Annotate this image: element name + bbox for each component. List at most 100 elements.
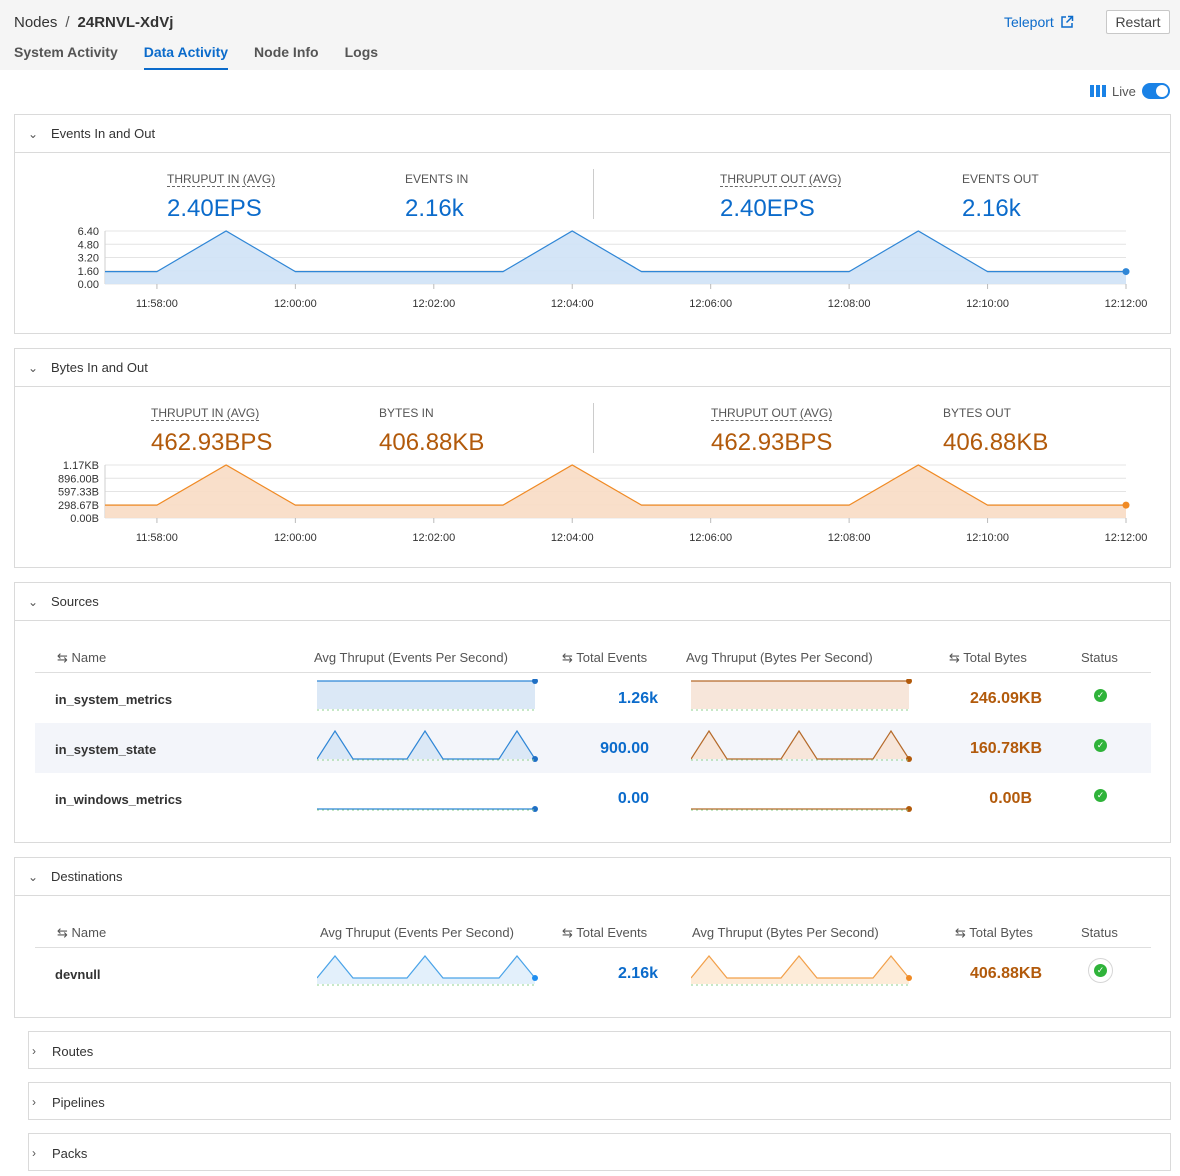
divider (593, 169, 594, 219)
routes-panel[interactable]: › Routes (28, 1031, 1171, 1069)
status-ring[interactable] (1088, 958, 1113, 983)
breadcrumb: Nodes / 24RNVL-XdVj (14, 14, 173, 31)
total-events-value: 2.16k (617, 965, 658, 982)
breadcrumb-root[interactable]: Nodes (14, 14, 58, 31)
chevron-right-icon[interactable]: › (32, 1095, 36, 1109)
sort-icon[interactable]: ⇆ (562, 650, 573, 665)
chevron-down-icon[interactable]: ⌄ (27, 594, 39, 609)
thruput-in-value: 2.40EPS (167, 195, 262, 222)
packs-panel[interactable]: › Packs (28, 1133, 1171, 1171)
y-tick-label: 6.40 (78, 226, 99, 238)
bytes-thruput-in-label[interactable]: THRUPUT IN (AVG) (151, 406, 260, 421)
chevron-right-icon[interactable]: › (32, 1044, 36, 1058)
events-sparkline (317, 679, 538, 711)
series-line (105, 230, 1126, 273)
sort-icon[interactable]: ⇆ (949, 650, 960, 665)
teleport-link[interactable]: Teleport (1004, 14, 1074, 30)
routes-panel-title: Routes (52, 1043, 94, 1059)
column-header-total-events[interactable]: ⇆ Total Events (562, 925, 648, 940)
pipelines-panel[interactable]: › Pipelines (28, 1082, 1171, 1120)
thruput-out-label[interactable]: THRUPUT OUT (AVG) (720, 172, 842, 187)
packs-panel-title: Packs (52, 1145, 88, 1161)
x-tick-label: 12:06:00 (689, 532, 732, 544)
events-out-label: EVENTS OUT (962, 172, 1039, 186)
bytes-sparkline (691, 806, 912, 812)
spark-end-point (906, 975, 912, 981)
tab-bar: System Activity Data Activity Node Info … (14, 44, 404, 70)
chevron-right-icon[interactable]: › (32, 1146, 36, 1160)
column-header-avg-eps: Avg Thruput (Events Per Second) (314, 650, 508, 665)
spark-area (317, 731, 535, 759)
events-sparkline (317, 729, 538, 762)
events-chart: 6.404.80 3.201.600.00 11:58:00 12:00:00 12:0… (78, 226, 1148, 310)
header-divider (35, 947, 1151, 948)
destinations-panel-title: Destinations (51, 869, 123, 884)
sources-panel-header[interactable]: ⌄ Sources (15, 583, 1170, 621)
tab-node-info[interactable]: Node Info (254, 44, 319, 60)
bytes-thruput-out-label[interactable]: THRUPUT OUT (AVG) (711, 406, 833, 421)
column-header-name[interactable]: ⇆ Name (57, 925, 107, 940)
x-tick-label: 12:00:00 (274, 532, 317, 544)
column-header-name[interactable]: ⇆ Name (57, 650, 107, 665)
thruput-in-label[interactable]: THRUPUT IN (AVG) (167, 172, 276, 187)
column-header-total-bytes[interactable]: ⇆ Total Bytes (955, 925, 1033, 940)
bytes-sparkline (691, 679, 912, 711)
live-toggle[interactable] (1141, 83, 1170, 99)
y-tick-label: 3.20 (78, 253, 99, 265)
x-tick-label: 12:04:00 (551, 298, 594, 310)
tab-data-activity[interactable]: Data Activity (143, 44, 229, 70)
bytes-in-value: 406.88KB (379, 429, 485, 456)
restart-button[interactable]: Restart (1106, 10, 1170, 34)
header-divider (35, 672, 1151, 673)
y-tick-label: 4.80 (78, 239, 99, 251)
sort-icon[interactable]: ⇆ (57, 650, 68, 665)
status-healthy-icon: ✓ (1094, 689, 1107, 702)
live-label: Live (1112, 83, 1136, 99)
events-panel-header[interactable]: ⌄ Events In and Out (15, 115, 1170, 153)
divider (593, 403, 594, 453)
x-tick-label: 12:08:00 (828, 532, 871, 544)
tab-logs[interactable]: Logs (344, 44, 379, 60)
bytes-sparkline (691, 729, 912, 762)
source-name[interactable]: in_windows_metrics (55, 792, 183, 807)
live-control[interactable]: Live (1090, 83, 1170, 99)
column-header-total-events[interactable]: ⇆ Total Events (562, 650, 648, 665)
spark-area (691, 731, 909, 759)
column-header-avg-bps: Avg Thruput (Bytes Per Second) (686, 650, 873, 665)
chevron-down-icon[interactable]: ⌄ (27, 869, 39, 884)
source-name[interactable]: in_system_state (55, 742, 157, 757)
sort-icon[interactable]: ⇆ (57, 925, 68, 940)
y-tick-label: 1.60 (78, 266, 99, 278)
spark-end-point (906, 679, 912, 684)
routes-panel-header[interactable]: › Routes (29, 1032, 1170, 1070)
x-tick-label: 12:10:00 (966, 532, 1009, 544)
sort-icon[interactable]: ⇆ (562, 925, 573, 940)
bytes-out-label: BYTES OUT (943, 406, 1012, 420)
spark-end-point (532, 679, 538, 684)
tab-system-activity[interactable]: System Activity (14, 44, 118, 60)
pipelines-panel-header[interactable]: › Pipelines (29, 1083, 1170, 1121)
x-tick-label: 12:02:00 (412, 532, 455, 544)
y-tick-label: 298.67B (58, 500, 99, 512)
column-header-total-bytes[interactable]: ⇆ Total Bytes (949, 650, 1027, 665)
destinations-panel-header[interactable]: ⌄ Destinations (15, 858, 1170, 896)
spark-end-point (532, 756, 538, 762)
spark-area (317, 956, 535, 984)
bytes-sparkline (691, 955, 912, 986)
events-panel-title: Events In and Out (51, 126, 156, 141)
events-in-value: 2.16k (405, 195, 464, 222)
spark-line (317, 955, 536, 979)
pipelines-panel-title: Pipelines (52, 1094, 105, 1110)
total-events-value: 0.00 (617, 790, 649, 807)
y-tick-label: 597.33B (58, 487, 99, 499)
chevron-down-icon[interactable]: ⌄ (27, 126, 39, 141)
chevron-down-icon[interactable]: ⌄ (27, 360, 39, 375)
source-name[interactable]: in_system_metrics (55, 692, 173, 707)
last-point (1122, 268, 1130, 276)
sort-icon[interactable]: ⇆ (955, 925, 966, 940)
columns-icon[interactable] (1090, 85, 1106, 97)
packs-panel-header[interactable]: › Packs (29, 1134, 1170, 1172)
destination-name[interactable]: devnull (55, 967, 101, 982)
bytes-panel-header[interactable]: ⌄ Bytes In and Out (15, 349, 1170, 387)
